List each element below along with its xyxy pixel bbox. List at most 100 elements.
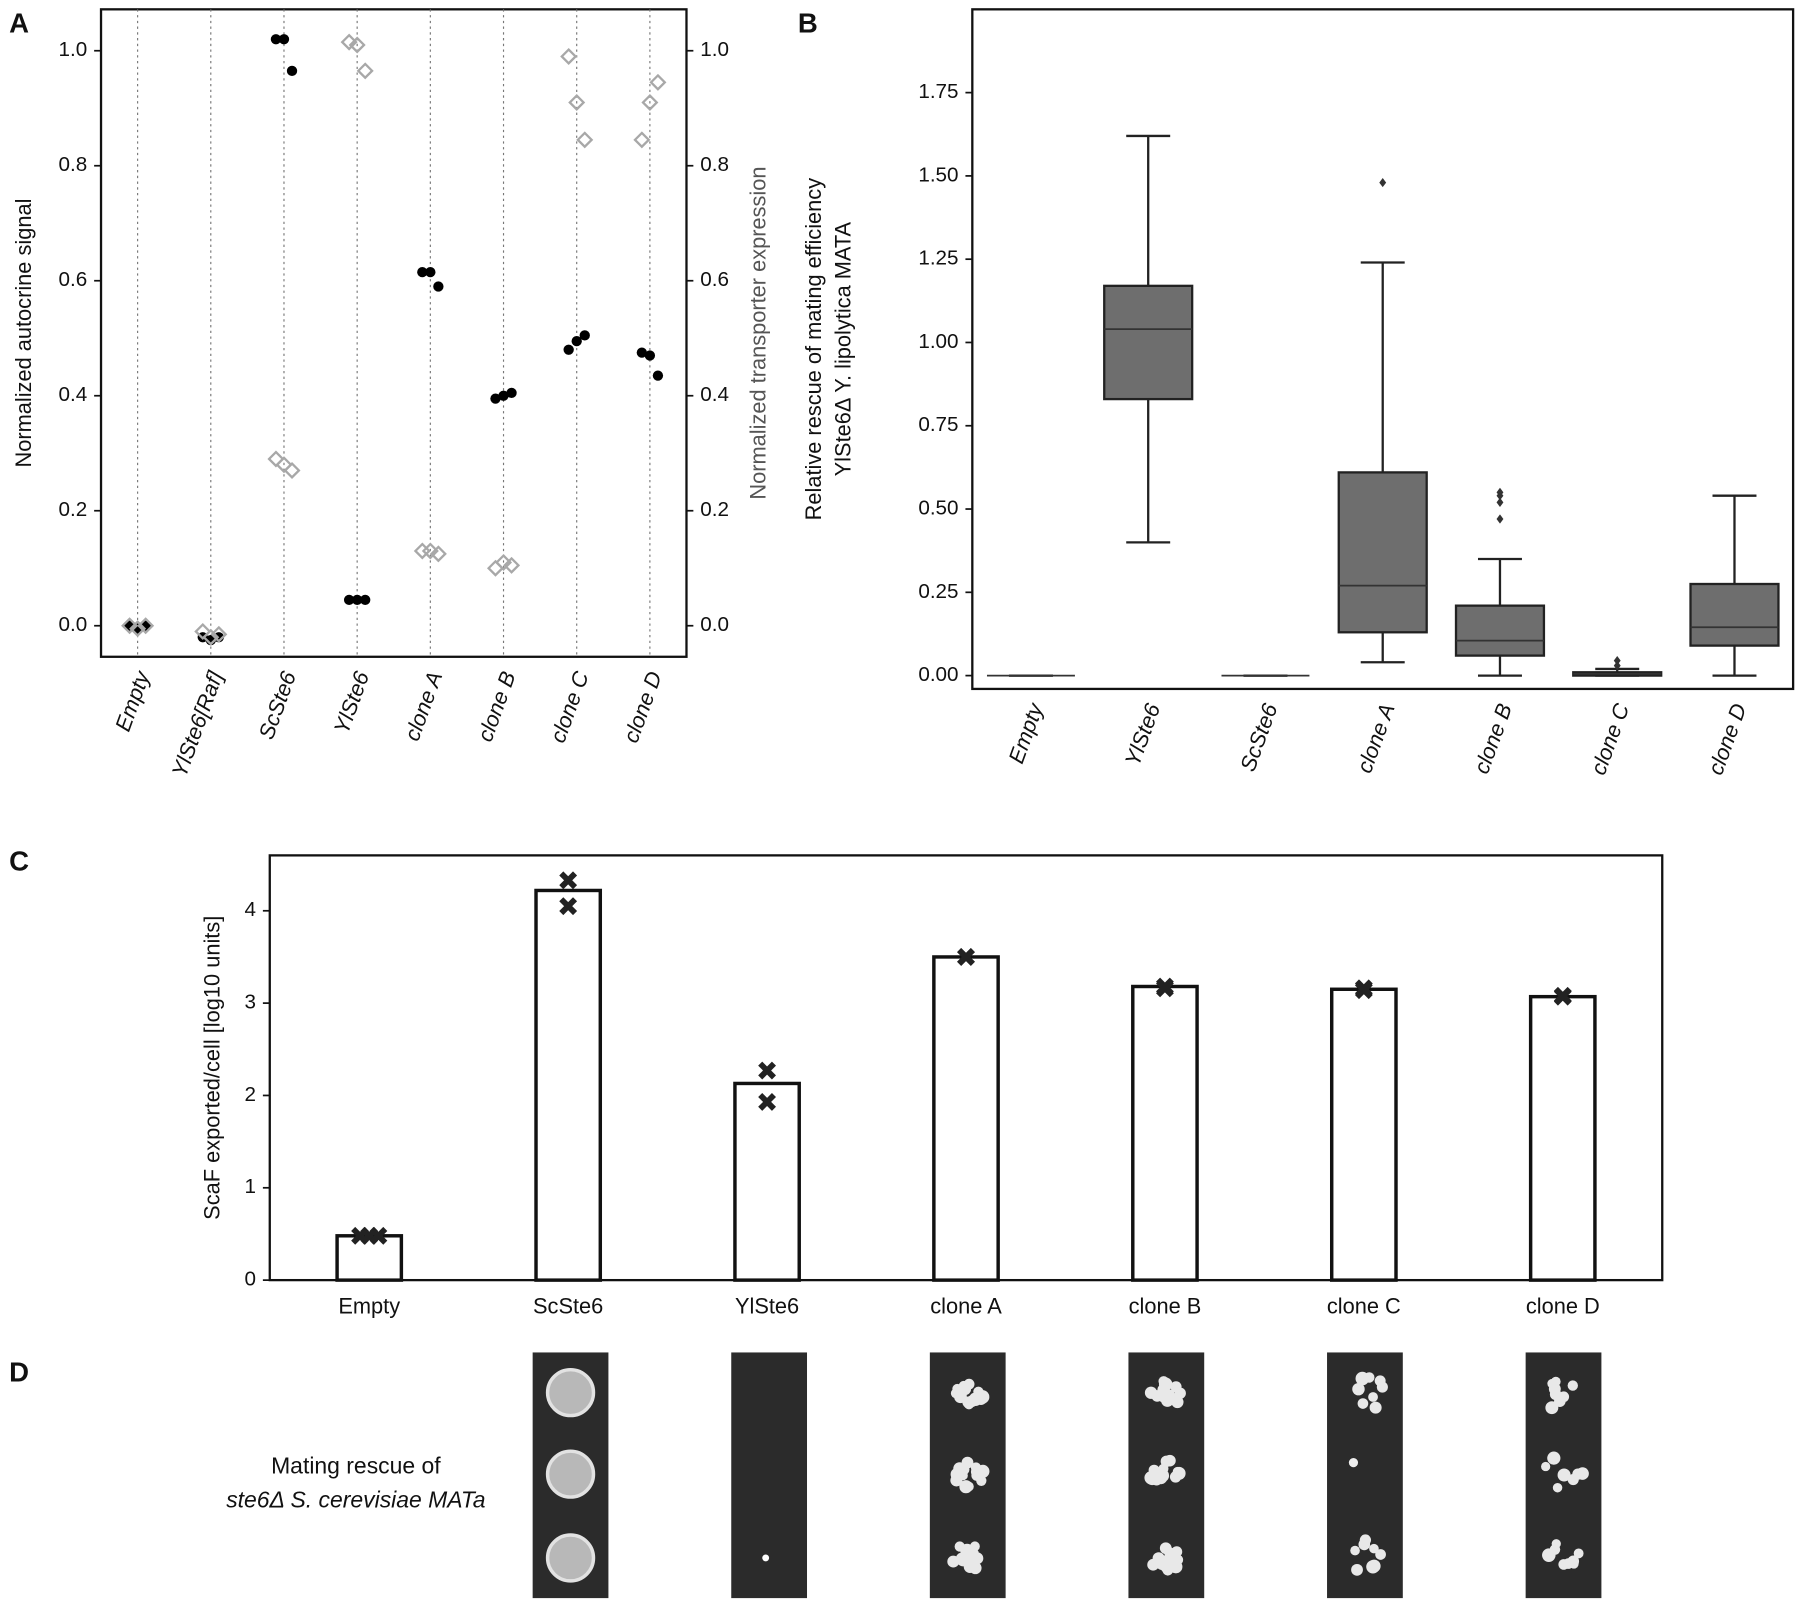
colony — [1172, 1554, 1184, 1566]
diamond-point — [340, 33, 358, 51]
colony — [1144, 1386, 1158, 1399]
colony — [1547, 1451, 1561, 1465]
x-tick-label: clone B — [472, 668, 520, 745]
x-tick-label: ScSte6 — [1235, 699, 1283, 774]
x-tick-label: clone D — [1526, 1293, 1600, 1318]
dot-point — [579, 330, 590, 341]
bar — [932, 955, 1000, 1282]
caption: Mating rescue of — [271, 1452, 441, 1478]
x-tick-label: clone D — [618, 668, 667, 746]
dot-point — [652, 370, 664, 381]
y-tick-label: 0.50 — [918, 496, 958, 519]
diamond-point — [560, 47, 578, 65]
colony — [1350, 1545, 1360, 1556]
box — [1689, 582, 1780, 647]
plate — [731, 1352, 808, 1599]
colony — [952, 1471, 963, 1483]
box — [1454, 604, 1546, 657]
diamond-point — [194, 622, 212, 640]
outlier — [1613, 661, 1621, 671]
diamond-point — [429, 545, 447, 563]
y-tick-label: 1.50 — [918, 163, 958, 186]
y-axis-label: ScaF exported/cell [log10 units] — [199, 916, 224, 1220]
colony — [545, 1449, 596, 1499]
bar — [1329, 987, 1398, 1282]
colony — [969, 1541, 980, 1552]
plot-frame — [971, 8, 1795, 691]
colony — [1364, 1372, 1375, 1383]
dot-point — [286, 65, 298, 77]
colony — [1375, 1549, 1386, 1560]
colony — [1351, 1563, 1363, 1576]
x-tick-label: clone B — [1129, 1293, 1202, 1318]
replicate-x — [559, 897, 578, 916]
y-tick-label: 2 — [244, 1083, 256, 1106]
y2-tick-label: 0.0 — [700, 613, 729, 636]
bar — [1528, 994, 1597, 1282]
replicate-x — [1354, 981, 1373, 1000]
colony — [1158, 1376, 1169, 1387]
colony — [545, 1367, 596, 1418]
diamond-point — [576, 131, 594, 149]
y-tick-label: 0 — [244, 1268, 256, 1291]
colony — [1541, 1461, 1551, 1472]
x-tick-label: YlSte6 — [735, 1293, 799, 1318]
replicate-x — [758, 1092, 776, 1111]
dot-point — [425, 266, 436, 278]
colony — [1369, 1543, 1379, 1554]
colony — [1352, 1382, 1365, 1396]
y-tick-label: 1.0 — [59, 38, 88, 61]
colony — [965, 1395, 978, 1408]
panel-label: B — [798, 8, 818, 39]
colony — [954, 1541, 965, 1552]
y-tick-label: 0.75 — [918, 413, 958, 436]
colony — [953, 1385, 964, 1396]
colony — [1563, 1558, 1574, 1569]
diamond-point — [568, 93, 586, 111]
y-tick-label: 0.0 — [59, 613, 88, 636]
diamond-point — [202, 628, 220, 646]
colony — [1366, 1560, 1380, 1574]
dot-point — [270, 34, 282, 45]
replicate-x — [758, 1061, 776, 1080]
replicate-x — [1553, 987, 1572, 1006]
x-tick-label: clone A — [930, 1293, 1002, 1318]
colony — [1152, 1552, 1165, 1565]
dot-point — [506, 387, 517, 399]
replicate-x — [369, 1226, 388, 1245]
panel-label: C — [9, 846, 29, 877]
outlier — [1613, 656, 1621, 666]
panel-label: A — [9, 8, 29, 39]
colony — [969, 1561, 982, 1575]
diamond-point — [129, 620, 147, 638]
colony — [1554, 1395, 1566, 1407]
colony — [762, 1554, 770, 1562]
bar — [1131, 984, 1199, 1282]
colony — [1567, 1473, 1579, 1486]
diamond-point — [503, 556, 521, 574]
colony — [1368, 1392, 1378, 1402]
y-tick-label: 1 — [244, 1175, 256, 1198]
colony — [1357, 1398, 1369, 1409]
diamond-point — [356, 62, 374, 80]
y-tick-label: 1.00 — [918, 330, 958, 353]
colony — [1576, 1467, 1589, 1480]
plot-frame — [99, 8, 688, 658]
dot-point — [433, 281, 444, 292]
x-tick-label: clone A — [399, 668, 447, 744]
colony — [1545, 1401, 1559, 1415]
diamond-point — [267, 450, 285, 468]
diamond-point — [421, 542, 439, 560]
outlier — [1496, 514, 1504, 524]
colony — [1557, 1468, 1571, 1482]
bar — [335, 1234, 404, 1282]
plate-images — [532, 1352, 1602, 1599]
replicate-x — [1156, 979, 1174, 998]
y2-tick-label: 0.8 — [700, 153, 729, 176]
x-tick-label: Empty — [338, 1293, 400, 1318]
y2-tick-label: 0.6 — [700, 268, 729, 291]
colony — [1567, 1380, 1578, 1391]
dot-point — [498, 390, 509, 401]
colony — [1348, 1458, 1359, 1468]
